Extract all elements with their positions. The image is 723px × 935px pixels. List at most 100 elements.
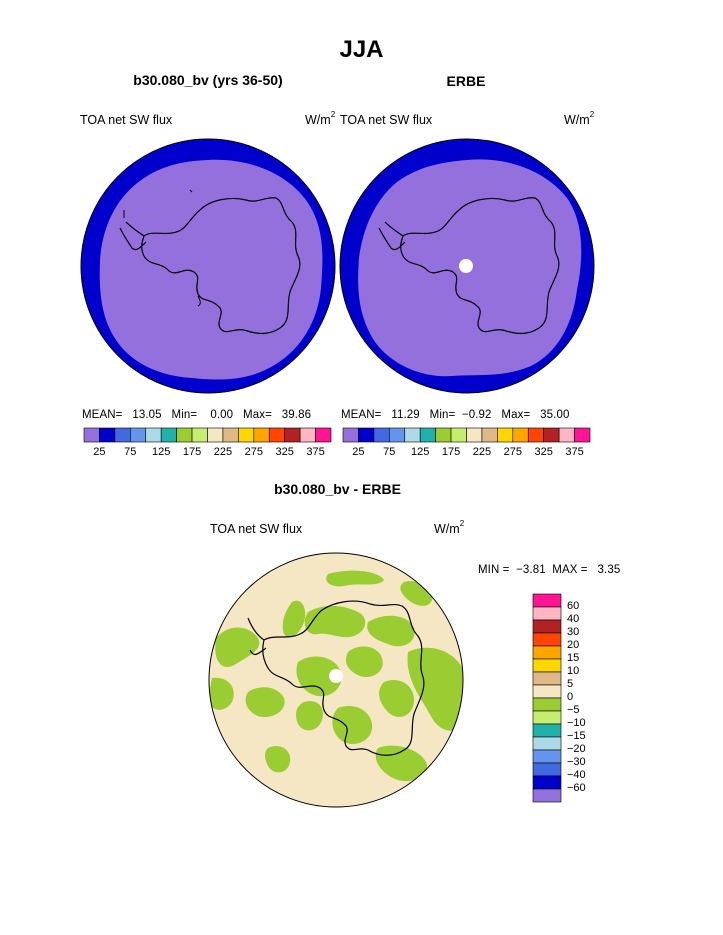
colorbar-diff-ticks: 60 40 30 20 15 10 5 0 −5 −10 −15 −20 −30 −40 −60 xyxy=(567,594,627,802)
colorbar-tick-label: 275 xyxy=(244,446,263,458)
colorbar-model xyxy=(83,427,332,443)
missing-data-pole xyxy=(459,259,473,273)
colorbar-tick-label: 325 xyxy=(534,446,553,458)
colorbar-tick-label: 75 xyxy=(124,446,137,458)
colorbar-swatch xyxy=(145,427,162,443)
colorbar-swatch xyxy=(160,427,177,443)
colorbar-tick-label: 225 xyxy=(213,446,233,458)
colorbar-tick-label: 275 xyxy=(503,446,522,458)
colorbar-swatch xyxy=(466,427,483,443)
peninsula xyxy=(378,221,406,251)
colorbar-tick-label: 25 xyxy=(93,446,106,458)
polar-map-model xyxy=(80,138,336,394)
colorbar-swatch xyxy=(532,762,562,777)
peninsula xyxy=(119,221,147,251)
colorbar-swatch xyxy=(497,427,514,443)
field-label-obs: TOA net SW flux xyxy=(340,113,433,127)
colorbar-obs xyxy=(342,427,591,443)
colorbar-swatch xyxy=(532,619,562,634)
colorbar-model-ticks: 25 75 125 175 225 275 325 375 xyxy=(84,446,331,460)
colorbar-swatch xyxy=(450,427,467,443)
colorbar-tick-label: 325 xyxy=(275,446,294,458)
colorbar-swatch xyxy=(532,710,562,725)
colorbar-swatch xyxy=(532,671,562,686)
missing-data-pole xyxy=(329,669,343,683)
colorbar-tick-label: 0 xyxy=(567,691,574,703)
colorbar-tick-label: 60 xyxy=(567,600,580,612)
colorbar-swatch xyxy=(532,775,562,790)
diff-minmax: MIN = −3.81 MAX = 3.35 xyxy=(478,564,621,576)
colorbar-swatch xyxy=(130,427,147,443)
colorbar-swatch xyxy=(404,427,421,443)
polar-map-obs xyxy=(339,138,595,394)
colorbar-tick-label: 125 xyxy=(411,446,430,458)
coastline xyxy=(400,197,560,335)
colorbar-swatch xyxy=(268,427,285,443)
colorbar-swatch xyxy=(435,427,452,443)
colorbar-tick-label: 30 xyxy=(567,626,580,638)
main-title: JJA xyxy=(339,36,384,63)
colorbar-tick-label: 175 xyxy=(182,446,202,458)
colorbar-tick-label: 5 xyxy=(567,678,574,690)
colorbar-tick-label: −5 xyxy=(567,704,580,716)
colorbar-swatch xyxy=(253,427,270,443)
colorbar-tick-label: 25 xyxy=(352,446,365,458)
peninsula xyxy=(247,617,267,656)
diff-field-label: TOA net SW flux xyxy=(210,522,303,536)
colorbar-swatch xyxy=(284,427,301,443)
colorbar-tick-label: 125 xyxy=(152,446,171,458)
colorbar-swatch xyxy=(238,427,255,443)
colorbar-swatch xyxy=(532,593,562,608)
colorbar-tick-label: −60 xyxy=(567,782,586,794)
panel-title-obs: ERBE xyxy=(446,73,486,89)
colorbar-tick-label: 10 xyxy=(567,665,580,677)
colorbar-swatch xyxy=(222,427,239,443)
negative-anomaly-patches xyxy=(209,570,463,782)
colorbar-tick-label: 375 xyxy=(306,446,325,458)
colorbar-swatch xyxy=(532,697,562,712)
colorbar-tick-label: −15 xyxy=(567,730,586,742)
colorbar-tick-label: −30 xyxy=(567,756,586,768)
colorbar-swatch xyxy=(114,427,131,443)
coastline xyxy=(141,197,301,335)
colorbar-swatch xyxy=(532,632,562,647)
colorbar-swatch xyxy=(532,723,562,738)
polar-map-diff xyxy=(208,552,464,808)
colorbar-swatch xyxy=(419,427,436,443)
colorbar-tick-label: −20 xyxy=(567,743,586,755)
colorbar-diff xyxy=(532,593,562,803)
colorbar-tick-label: 40 xyxy=(567,613,580,625)
colorbar-swatch xyxy=(558,427,575,443)
colorbar-swatch xyxy=(532,736,562,751)
colorbar-swatch xyxy=(543,427,560,443)
colorbar-swatch xyxy=(389,427,406,443)
colorbar-swatch xyxy=(512,427,529,443)
islands xyxy=(123,189,201,307)
colorbar-swatch xyxy=(358,427,375,443)
colorbar-tick-label: 175 xyxy=(441,446,461,458)
colorbar-tick-label: 15 xyxy=(567,652,580,664)
colorbar-tick-label: −40 xyxy=(567,769,586,781)
diff-units-label: W/m2 xyxy=(434,519,465,536)
colorbar-swatch xyxy=(532,645,562,660)
units-label-obs: W/m2 xyxy=(564,110,595,127)
colorbar-swatch xyxy=(299,427,316,443)
colorbar-swatch xyxy=(83,427,100,443)
colorbar-swatch xyxy=(99,427,116,443)
colorbar-tick-label: 75 xyxy=(383,446,396,458)
stats-obs: MEAN= 11.29 Min= −0.92 Max= 35.00 xyxy=(341,409,570,421)
diff-title: b30.080_bv - ERBE xyxy=(274,481,401,497)
colorbar-swatch xyxy=(315,427,332,443)
panel-title-model: b30.080_bv (yrs 36-50) xyxy=(133,72,283,88)
colorbar-obs-ticks: 25 75 125 175 225 275 325 375 xyxy=(343,446,590,460)
colorbar-swatch xyxy=(207,427,224,443)
colorbar-swatch xyxy=(481,427,498,443)
colorbar-tick-label: −10 xyxy=(567,717,586,729)
colorbar-swatch xyxy=(532,606,562,621)
colorbar-swatch xyxy=(532,749,562,764)
colorbar-swatch xyxy=(532,788,562,803)
colorbar-swatch xyxy=(342,427,359,443)
stats-model: MEAN= 13.05 Min= 0.00 Max= 39.86 xyxy=(82,409,312,421)
colorbar-swatch xyxy=(373,427,390,443)
colorbar-swatch xyxy=(191,427,208,443)
